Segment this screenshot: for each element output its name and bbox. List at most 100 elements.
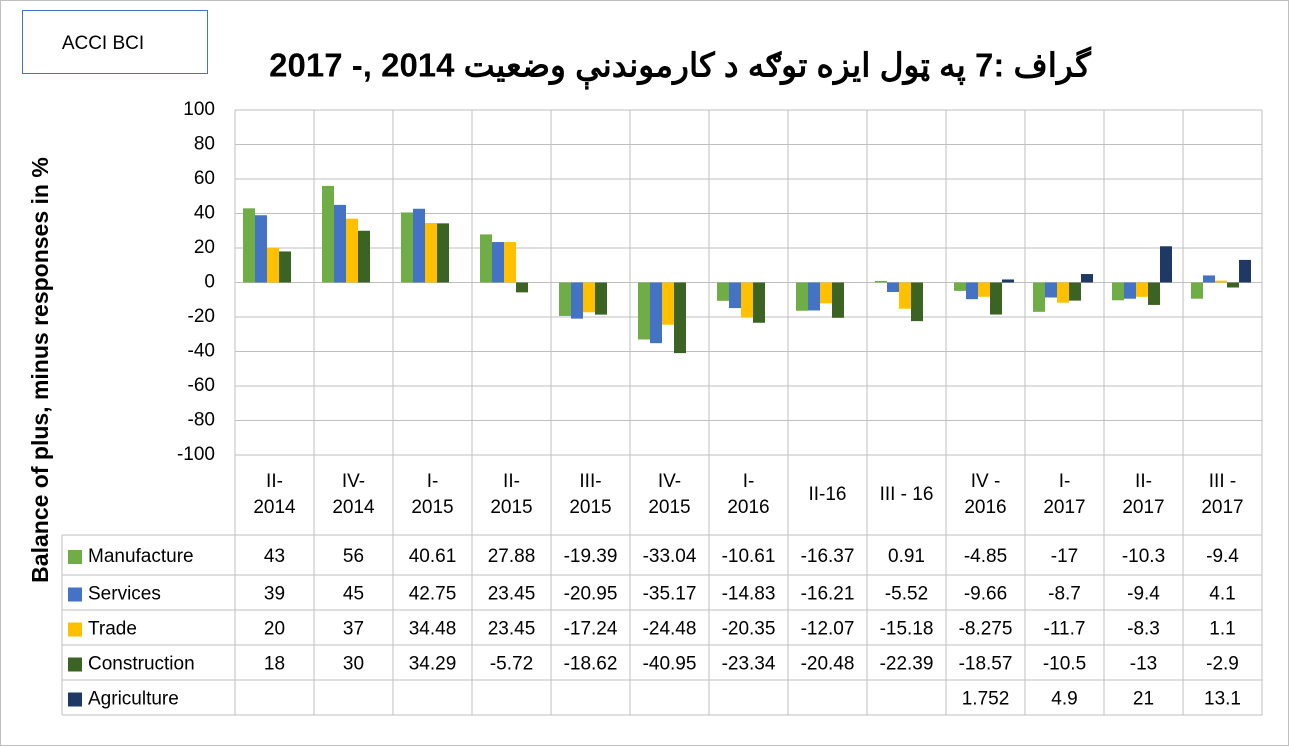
bar bbox=[504, 242, 516, 283]
x-tick-label: II-2015 bbox=[490, 471, 532, 518]
bar bbox=[1227, 282, 1239, 288]
bar bbox=[480, 234, 492, 283]
bar bbox=[729, 282, 741, 309]
x-tick-label: II-2017 bbox=[1122, 471, 1164, 518]
bar bbox=[1215, 280, 1227, 283]
table-value: -23.34 bbox=[722, 654, 776, 675]
legend-swatch bbox=[68, 550, 82, 564]
table-value: 0.91 bbox=[888, 546, 925, 567]
legend-label: Trade bbox=[88, 619, 137, 640]
x-tick-label: II-2014 bbox=[253, 471, 296, 518]
table-value: -33.04 bbox=[643, 546, 697, 567]
bar bbox=[717, 282, 729, 301]
bar bbox=[559, 282, 571, 316]
y-tick-label: 60 bbox=[194, 168, 215, 189]
legend-label: Construction bbox=[88, 654, 195, 675]
bar bbox=[322, 185, 334, 283]
bar bbox=[1045, 282, 1057, 298]
bar bbox=[911, 282, 923, 322]
table-value: -5.72 bbox=[490, 654, 533, 675]
bar bbox=[358, 230, 370, 283]
y-tick-label: 20 bbox=[194, 237, 215, 258]
bar bbox=[741, 282, 753, 318]
legend-label: Services bbox=[88, 584, 161, 605]
table-value: -20.35 bbox=[722, 619, 776, 640]
table-value: -10.61 bbox=[722, 546, 776, 567]
bar bbox=[334, 204, 346, 283]
x-tick-label: I-2015 bbox=[411, 471, 453, 518]
table-value: -12.07 bbox=[801, 619, 855, 640]
table-value: -35.17 bbox=[643, 584, 697, 605]
bar bbox=[595, 282, 607, 315]
bar bbox=[1069, 282, 1081, 301]
bar bbox=[875, 280, 887, 283]
table-value: 39 bbox=[264, 584, 285, 605]
bar bbox=[1057, 282, 1069, 303]
x-tick-label: IV-2014 bbox=[332, 471, 375, 518]
bar bbox=[966, 282, 978, 300]
y-tick-label: -20 bbox=[188, 306, 215, 327]
y-tick-label: -100 bbox=[177, 444, 215, 465]
bar bbox=[978, 282, 990, 297]
table-value: -40.95 bbox=[643, 654, 697, 675]
y-tick-label: -60 bbox=[188, 375, 215, 396]
bar bbox=[1160, 246, 1172, 283]
bar bbox=[1136, 282, 1148, 297]
bar bbox=[662, 282, 674, 325]
bar bbox=[492, 242, 504, 283]
table-value: 27.88 bbox=[488, 546, 536, 567]
y-tick-label: -40 bbox=[188, 341, 215, 362]
table-value: 34.29 bbox=[409, 654, 457, 675]
bar bbox=[832, 282, 844, 318]
table-value: -8.275 bbox=[959, 619, 1013, 640]
table-value: 56 bbox=[343, 546, 364, 567]
table-value: -16.37 bbox=[801, 546, 855, 567]
table-value: 37 bbox=[343, 619, 364, 640]
bar bbox=[954, 282, 966, 291]
x-tick-label: III - 16 bbox=[880, 484, 934, 505]
bar bbox=[820, 282, 832, 304]
legend-swatch bbox=[68, 692, 82, 707]
table-value: -18.57 bbox=[959, 654, 1013, 675]
table-value: -15.18 bbox=[880, 619, 934, 640]
y-tick-label: 0 bbox=[204, 272, 215, 293]
bar bbox=[1002, 279, 1014, 283]
legend-swatch bbox=[68, 587, 82, 602]
table-value: 40.61 bbox=[409, 546, 457, 567]
table-value: 20 bbox=[264, 619, 285, 640]
bar bbox=[425, 223, 437, 283]
x-tick-label: III -2017 bbox=[1201, 471, 1243, 518]
table-value: 30 bbox=[343, 654, 364, 675]
x-tick-label: I-2017 bbox=[1043, 471, 1085, 518]
badge: ACCI BCI bbox=[62, 33, 144, 54]
bar bbox=[1081, 274, 1093, 283]
bar bbox=[1203, 275, 1215, 283]
legend-swatch bbox=[68, 622, 82, 637]
legend-label: Manufacture bbox=[88, 546, 194, 567]
table-value: -13 bbox=[1130, 654, 1157, 675]
table-value: -19.39 bbox=[564, 546, 618, 567]
bar bbox=[1148, 282, 1160, 305]
bar bbox=[1033, 282, 1045, 312]
y-tick-label: -80 bbox=[188, 410, 215, 431]
bar bbox=[1191, 282, 1203, 299]
bar bbox=[279, 251, 291, 283]
table-value: -20.95 bbox=[564, 584, 618, 605]
bar bbox=[516, 282, 528, 293]
table-value: -9.4 bbox=[1206, 546, 1239, 567]
table-value: 34.48 bbox=[409, 619, 457, 640]
bar bbox=[401, 212, 413, 283]
x-tick-label: II-16 bbox=[808, 484, 846, 505]
table-value: 45 bbox=[343, 584, 364, 605]
table-value: 1.752 bbox=[962, 689, 1010, 710]
bar bbox=[267, 248, 279, 283]
bar bbox=[796, 282, 808, 311]
legend-label: Agriculture bbox=[88, 689, 179, 710]
table-value: 42.75 bbox=[409, 584, 457, 605]
table-value: 1.1 bbox=[1209, 619, 1235, 640]
table-value: -16.21 bbox=[801, 584, 855, 605]
bar bbox=[753, 282, 765, 323]
table-value: -8.7 bbox=[1048, 584, 1081, 605]
table-value: -17.24 bbox=[564, 619, 618, 640]
